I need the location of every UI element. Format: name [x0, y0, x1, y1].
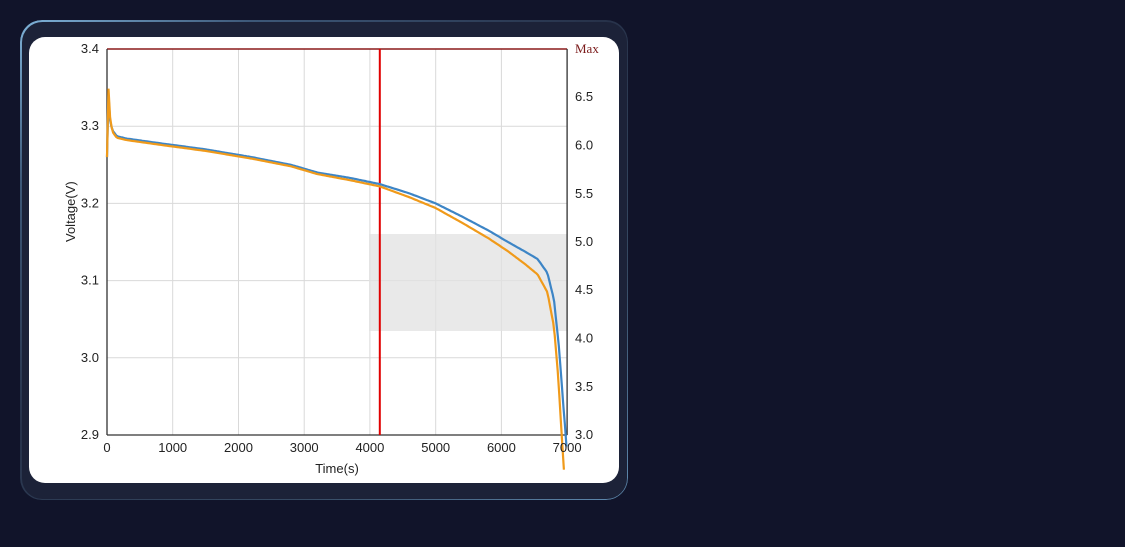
svg-text:5.0: 5.0 — [575, 234, 593, 249]
svg-text:1000: 1000 — [158, 440, 187, 455]
svg-text:3.4: 3.4 — [81, 41, 99, 56]
svg-text:4.0: 4.0 — [575, 331, 593, 346]
svg-text:6000: 6000 — [487, 440, 516, 455]
svg-text:3.0: 3.0 — [575, 427, 593, 442]
svg-text:2000: 2000 — [224, 440, 253, 455]
svg-text:Max: Max — [575, 41, 599, 56]
svg-text:3000: 3000 — [290, 440, 319, 455]
svg-text:2.9: 2.9 — [81, 427, 99, 442]
svg-text:0: 0 — [103, 440, 110, 455]
svg-text:Time(s): Time(s) — [315, 461, 359, 476]
svg-text:6.0: 6.0 — [575, 138, 593, 153]
svg-text:6.5: 6.5 — [575, 89, 593, 104]
svg-text:3.5: 3.5 — [575, 379, 593, 394]
svg-text:4.5: 4.5 — [575, 282, 593, 297]
svg-text:3.0: 3.0 — [81, 350, 99, 365]
svg-text:5.5: 5.5 — [575, 186, 593, 201]
svg-text:5000: 5000 — [421, 440, 450, 455]
svg-text:7000: 7000 — [553, 440, 582, 455]
svg-text:Voltage(V): Voltage(V) — [63, 181, 78, 242]
svg-text:3.2: 3.2 — [81, 195, 99, 210]
svg-text:4000: 4000 — [355, 440, 384, 455]
svg-text:3.1: 3.1 — [81, 273, 99, 288]
svg-text:3.3: 3.3 — [81, 118, 99, 133]
